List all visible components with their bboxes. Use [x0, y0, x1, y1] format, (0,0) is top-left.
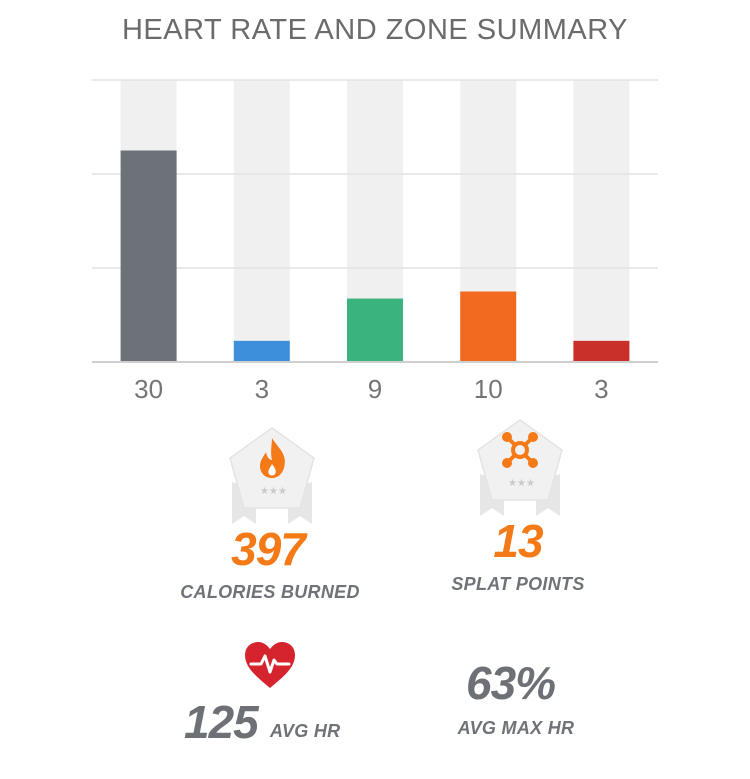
- svg-text:★: ★: [517, 478, 526, 489]
- calories-label: CALORIES BURNED: [180, 582, 360, 602]
- svg-text:★: ★: [526, 478, 535, 489]
- splat-badge: ★ ★ ★: [477, 419, 563, 516]
- bar: [347, 298, 403, 362]
- splat-icon: [502, 432, 538, 468]
- flame-icon: [260, 438, 285, 478]
- chart-title: HEART RATE AND ZONE SUMMARY: [121, 14, 629, 46]
- zone-bar-chart: 30 3 9 10 3: [92, 79, 658, 404]
- bar-label: 9: [368, 374, 382, 404]
- svg-text:★: ★: [508, 478, 517, 489]
- svg-text:★: ★: [269, 486, 278, 497]
- avg-max-hr-label: AVG MAX HR: [457, 718, 575, 738]
- bar: [460, 291, 517, 362]
- heart-rate-icon: [245, 642, 295, 688]
- avg-hr-label: AVG HR: [270, 721, 341, 741]
- bar-track: [233, 80, 290, 362]
- avg-hr-value: 125: [184, 696, 259, 748]
- bar-label: 3: [594, 374, 608, 404]
- bar-label: 3: [255, 374, 269, 404]
- bar-track: [573, 80, 630, 362]
- bar-label: 30: [134, 374, 163, 404]
- svg-text:★: ★: [260, 486, 269, 497]
- splat-points-label: SPLAT POINTS: [451, 574, 585, 594]
- bar: [120, 150, 177, 362]
- calories-value: 397: [231, 523, 306, 575]
- calories-badge: ★ ★ ★: [229, 427, 315, 524]
- splat-points-value: 13: [493, 515, 543, 567]
- avg-max-hr-value: 63%: [466, 657, 556, 709]
- svg-text:★: ★: [278, 486, 287, 497]
- bar: [573, 340, 630, 362]
- bar-label: 10: [474, 374, 503, 404]
- bar: [233, 340, 290, 362]
